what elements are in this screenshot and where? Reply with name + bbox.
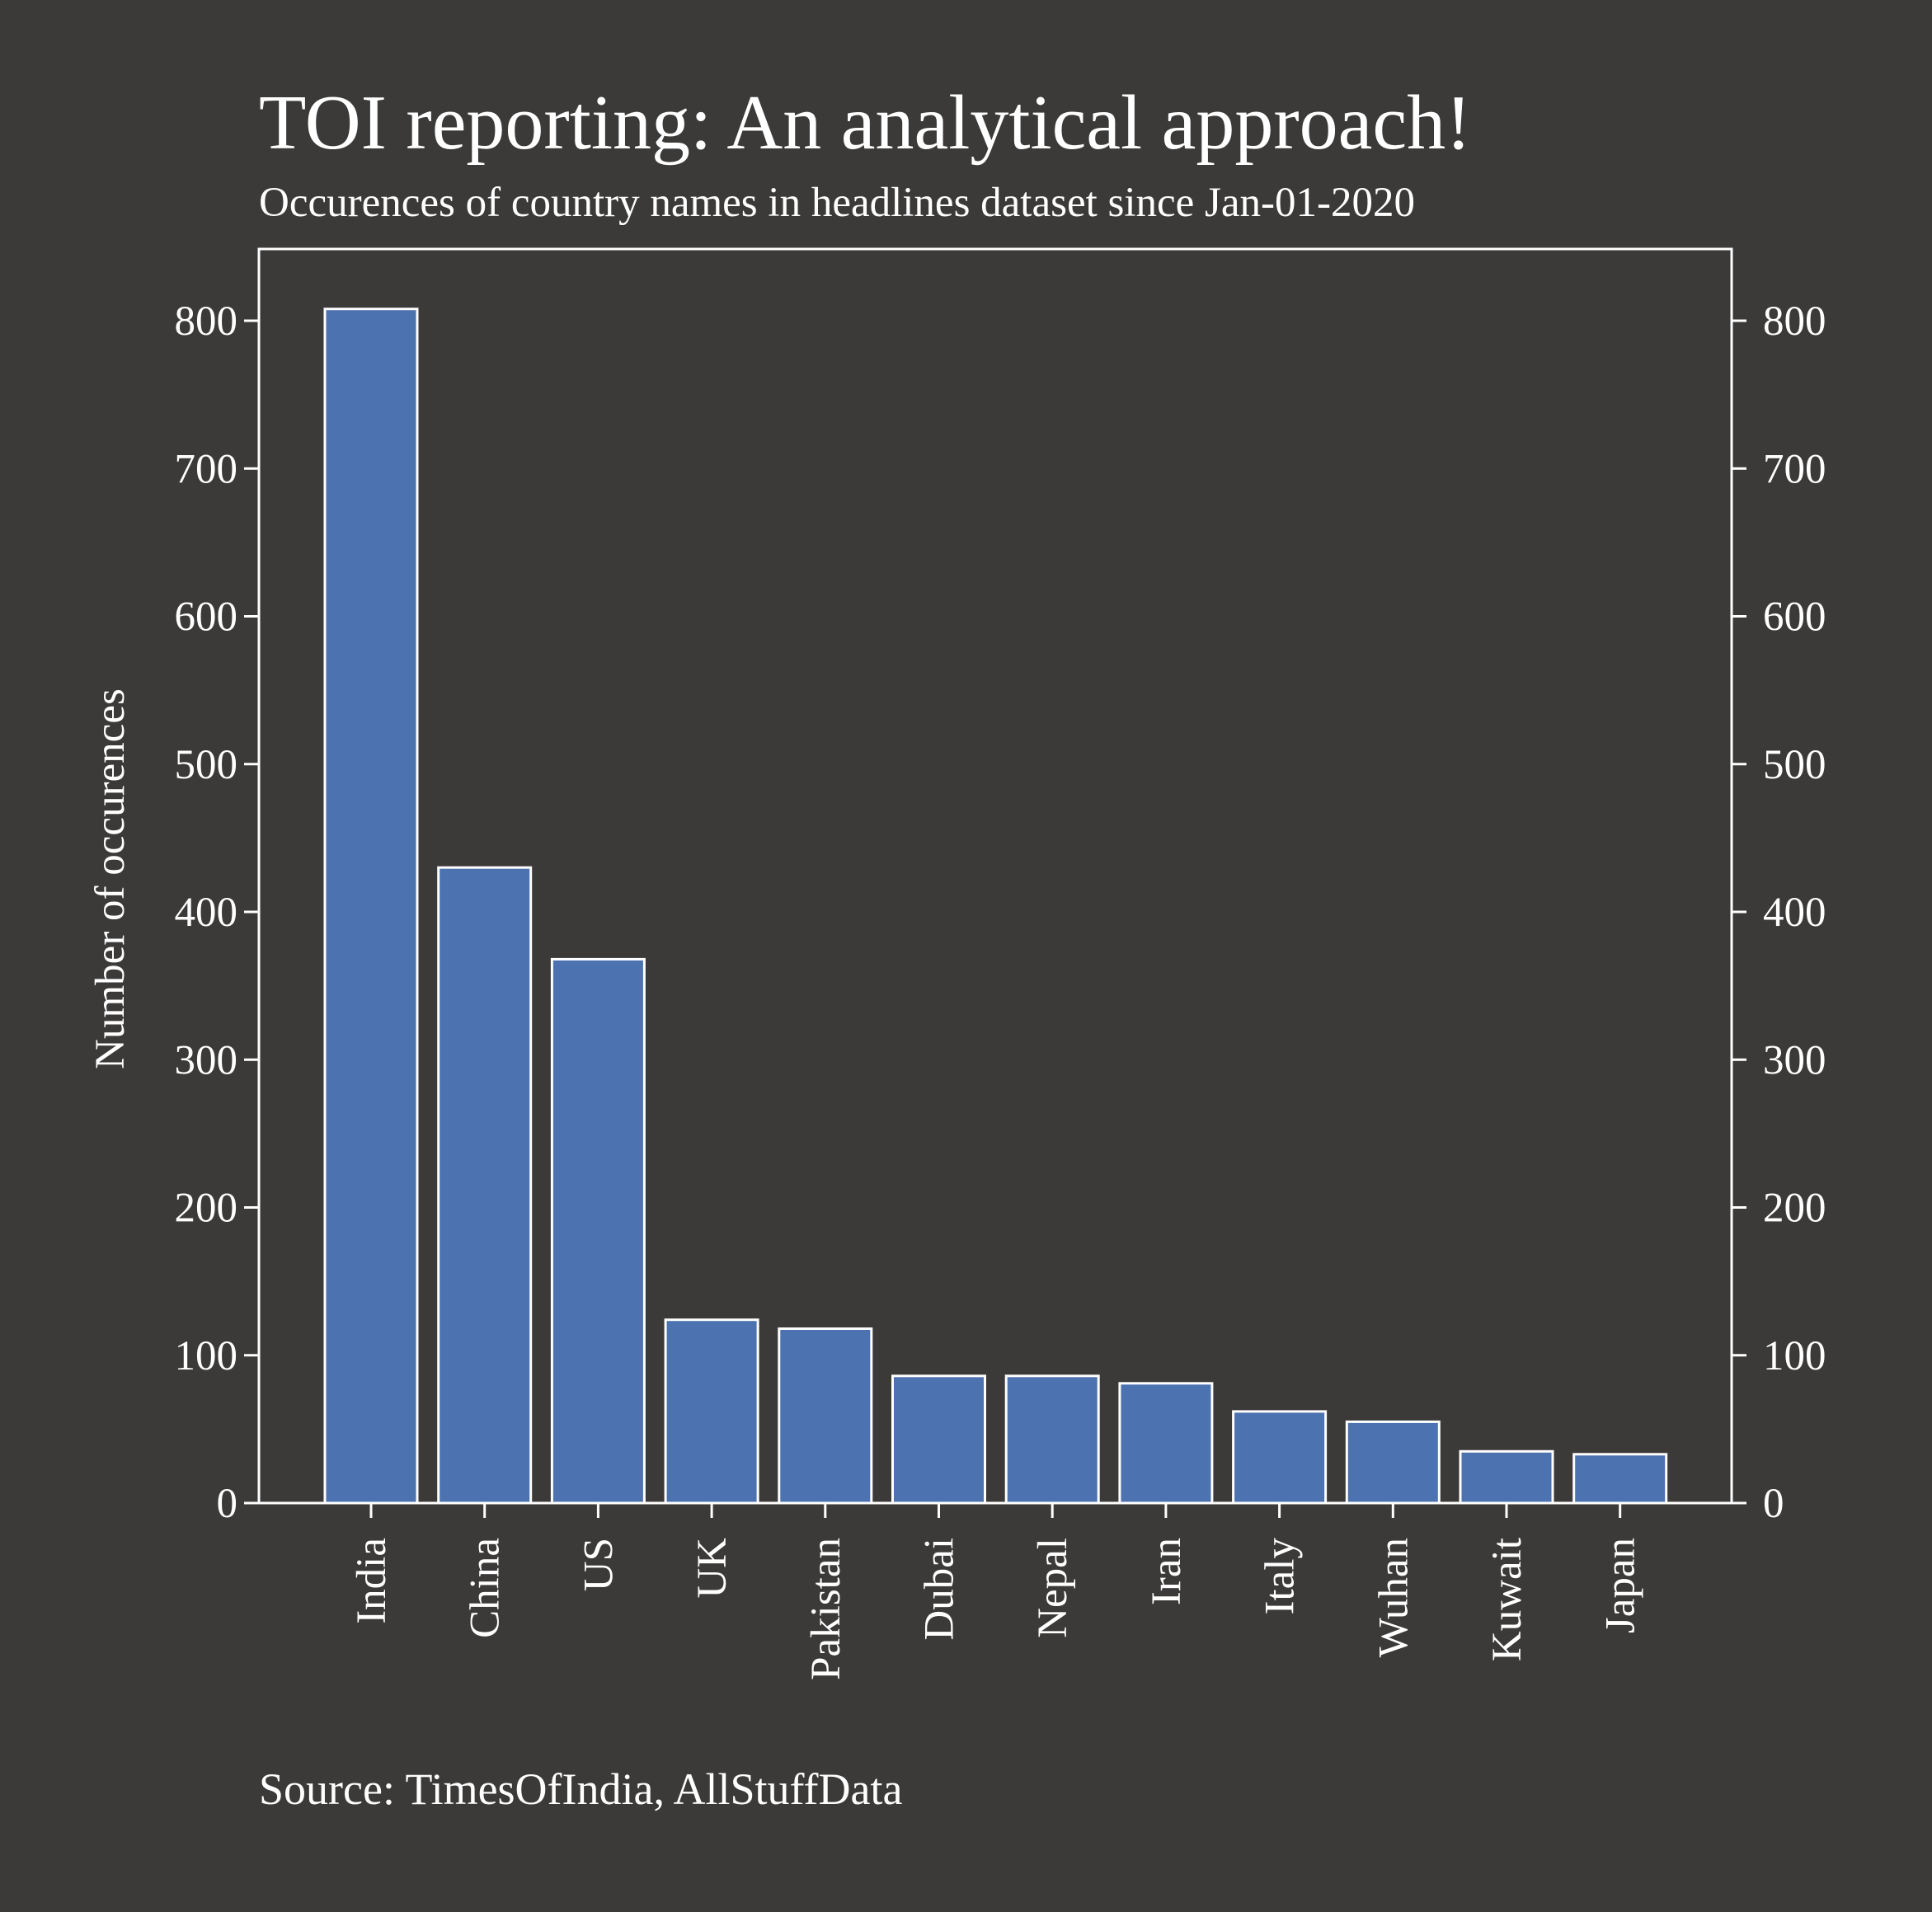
- bar-dubai: [891, 1374, 986, 1505]
- right-y-tick-label: 700: [1763, 446, 1826, 492]
- right-y-axis: 0 100 200 300 400 500 600 700 800: [1732, 298, 1826, 1527]
- right-y-tick-label: 600: [1763, 594, 1826, 641]
- left-y-tick-label: 100: [175, 1333, 238, 1379]
- left-y-tick-label: 200: [175, 1186, 238, 1232]
- bar-wuhan: [1345, 1420, 1441, 1505]
- left-y-tick-label: 600: [175, 594, 238, 641]
- x-tick-label-pakistan: Pakistan: [803, 1538, 849, 1680]
- y-axis-label: Number of occurences: [87, 688, 134, 1069]
- bar-japan: [1572, 1453, 1668, 1505]
- right-y-tick-label: 200: [1763, 1186, 1826, 1232]
- bar-iran: [1118, 1382, 1214, 1505]
- right-y-tick-label: 300: [1763, 1037, 1826, 1083]
- left-y-tick-label: 300: [175, 1037, 238, 1083]
- right-y-tick-label: 400: [1763, 890, 1826, 936]
- x-tick-label-kuwait: Kuwait: [1484, 1538, 1530, 1661]
- x-tick-label-china: China: [463, 1538, 509, 1638]
- source-note: Source: TimesOfIndia, AllStuffData: [259, 1764, 903, 1814]
- x-tick-label-wuhan: Wuhan: [1370, 1538, 1417, 1657]
- bar-india: [323, 308, 419, 1505]
- left-y-tick-label: 700: [175, 446, 238, 492]
- x-axis: India China US UK Pakistan Dubai Nepal Iran Ital…: [349, 1503, 1644, 1680]
- x-tick-label-iran: Iran: [1144, 1538, 1190, 1605]
- bar-china: [437, 866, 533, 1505]
- x-tick-label-india: India: [349, 1538, 395, 1624]
- left-y-axis: 0 100 200 300 400 500 600 700 800: [175, 298, 259, 1527]
- bars-layer: [323, 308, 1668, 1505]
- right-y-tick-label: 0: [1763, 1481, 1784, 1527]
- bar-us: [550, 957, 646, 1505]
- plot-frame: [257, 247, 1733, 1505]
- x-tick-label-japan: Japan: [1598, 1538, 1644, 1633]
- x-tick-label-italy: Italy: [1257, 1538, 1304, 1615]
- bar-kuwait: [1459, 1449, 1554, 1505]
- right-y-tick-label: 800: [1763, 298, 1826, 345]
- chart-subtitle: Occurences of country names in headlines…: [259, 180, 1415, 226]
- bar-pakistan: [778, 1327, 873, 1505]
- bar-uk: [664, 1318, 759, 1505]
- right-y-tick-label: 100: [1763, 1333, 1826, 1379]
- bar-nepal: [1004, 1374, 1100, 1505]
- x-tick-label-nepal: Nepal: [1030, 1538, 1076, 1638]
- left-y-tick-label: 800: [175, 298, 238, 345]
- x-tick-label-uk: UK: [689, 1538, 736, 1599]
- left-y-tick-label: 0: [217, 1481, 238, 1527]
- left-y-tick-label: 500: [175, 742, 238, 788]
- x-tick-label-dubai: Dubai: [917, 1538, 963, 1641]
- right-y-tick-label: 500: [1763, 742, 1826, 788]
- chart-title: TOI reporting: An analytical approach!: [259, 80, 1471, 166]
- x-tick-label-us: US: [576, 1538, 622, 1591]
- left-y-tick-label: 400: [175, 890, 238, 936]
- bar-italy: [1232, 1410, 1328, 1505]
